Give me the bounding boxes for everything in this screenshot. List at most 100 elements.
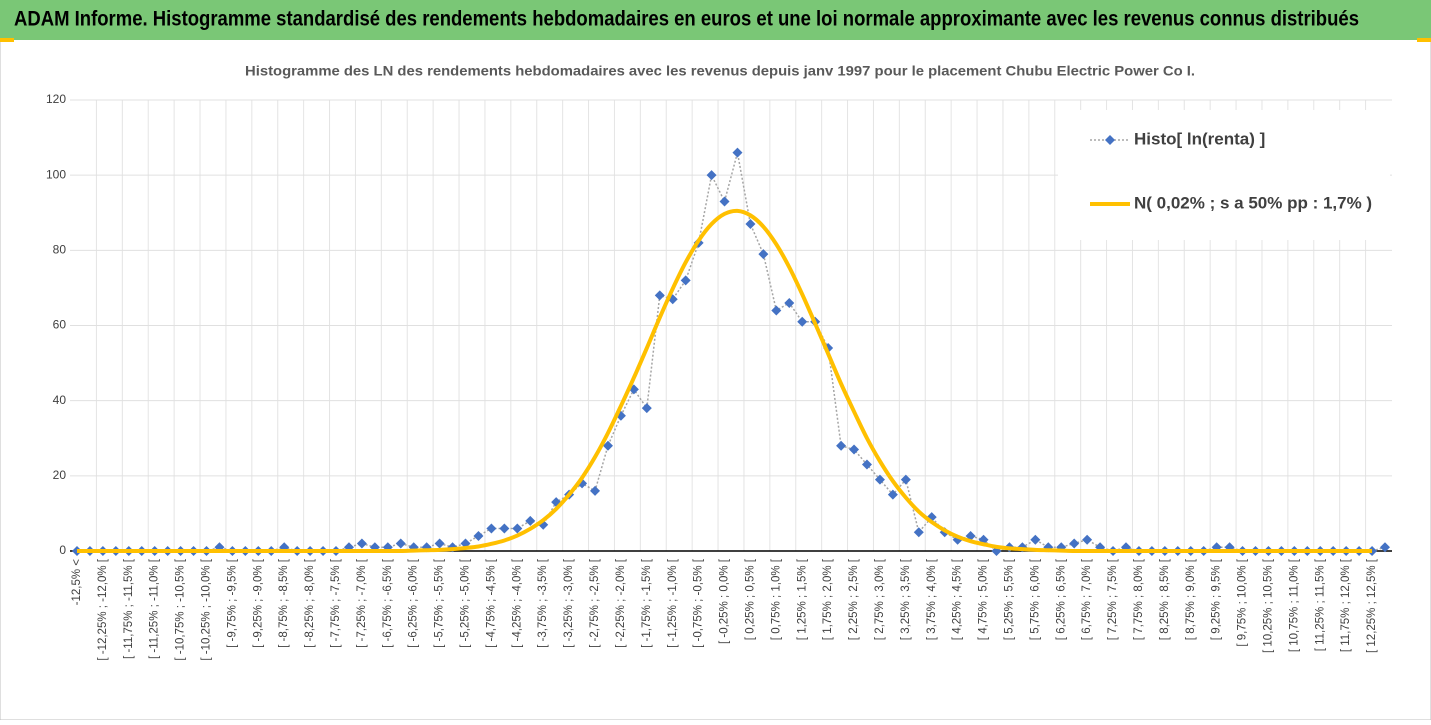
marker <box>784 297 795 308</box>
x-tick-label: [ 5,75% ; 6,0% [ <box>1029 558 1041 640</box>
x-tick-label: [ -7,25% ; -7,0% [ <box>356 558 368 648</box>
x-tick-label: [ 9,25% ; 9,5% [ <box>1211 558 1223 640</box>
x-tick-label: [ 0,25% ; 0,5% [ <box>744 558 756 640</box>
x-tick-label: [ 3,75% ; 4,0% [ <box>926 558 938 640</box>
marker <box>836 440 847 451</box>
x-tick-label: [ 6,75% ; 7,0% [ <box>1081 558 1093 640</box>
marker <box>771 305 782 316</box>
marker <box>874 474 885 485</box>
x-tick-label: [ -12,25% ; -12,0% [ <box>97 558 109 660</box>
x-tick-label: [ -6,25% ; -6,0% [ <box>408 558 420 648</box>
x-tick-label: [ 4,75% ; 5,0% [ <box>978 558 990 640</box>
marker <box>849 444 860 455</box>
x-tick-label: [ 0,75% ; 1,0% [ <box>770 558 782 640</box>
marker <box>654 290 665 301</box>
marker <box>434 538 445 549</box>
marker <box>525 515 536 526</box>
x-tick-label: [ -2,25% ; -2,0% [ <box>615 558 627 648</box>
x-tick-label: [ -1,75% ; -1,5% [ <box>641 558 653 648</box>
x-tick-label: [ -10,75% ; -10,5% [ <box>175 558 187 660</box>
x-tick-label: [ 8,25% ; 8,5% [ <box>1159 558 1171 640</box>
legend-label: N( 0,02% ; s a 50% pp : 1,7% ) <box>1134 193 1372 212</box>
marker <box>861 459 872 470</box>
banner-title: ADAM Informe. Histogramme standardisé de… <box>14 8 1359 31</box>
x-tick-label: [ -0,75% ; -0,5% [ <box>693 558 705 648</box>
y-tick-label: 0 <box>59 543 66 557</box>
marker <box>473 530 484 541</box>
x-tick-label: [ 7,75% ; 8,0% [ <box>1133 558 1145 640</box>
series-line <box>77 208 1373 554</box>
x-tick-label: [ -4,25% ; -4,0% [ <box>511 558 523 648</box>
marker <box>913 527 924 538</box>
marker <box>395 538 406 549</box>
x-tick-label: [ 6,25% ; 6,5% [ <box>1055 558 1067 640</box>
x-tick-label: [ 9,75% ; 10,0% [ <box>1237 558 1249 646</box>
x-tick-label: [ 10,75% ; 11,0% [ <box>1288 558 1300 652</box>
x-tick-label: [ 1,25% ; 1,5% [ <box>796 558 808 640</box>
marker <box>1380 542 1390 553</box>
legend-label: Histo[ ln(renta) ] <box>1134 129 1265 148</box>
marker <box>1069 538 1080 549</box>
x-tick-label: [ -4,75% ; -4,5% [ <box>485 558 497 648</box>
x-tick-label: [ 10,25% ; 10,5% [ <box>1262 558 1274 653</box>
x-tick-label: [ -11,25% ; -11,0% [ <box>149 558 161 659</box>
chart-title: Histogramme des LN des rendements hebdom… <box>245 63 1195 79</box>
y-tick-label: 80 <box>53 243 67 257</box>
x-tick-label: [ 2,75% ; 3,0% [ <box>874 558 886 640</box>
marker <box>758 249 769 260</box>
marker <box>887 489 898 500</box>
x-tick-label: [ -5,25% ; -5,0% [ <box>460 558 472 648</box>
y-tick-label: 40 <box>53 393 67 407</box>
x-tick-label: [ -9,25% ; -9,0% [ <box>252 558 264 648</box>
marker <box>797 316 808 327</box>
marker <box>356 538 367 549</box>
x-tick-label: -12,5% < <box>71 559 83 606</box>
corner <box>0 38 14 42</box>
x-tick-label: [ 1,75% ; 2,0% [ <box>822 558 834 640</box>
x-tick-label: [ -6,75% ; -6,5% [ <box>382 558 394 648</box>
marker <box>602 440 613 451</box>
marker <box>486 523 497 534</box>
x-tick-label: [ -7,75% ; -7,5% [ <box>330 558 342 648</box>
x-tick-label: [ 11,25% ; 11,5% [ <box>1314 558 1326 651</box>
x-tick-label: [ -8,75% ; -8,5% [ <box>278 558 290 648</box>
x-tick-label: [ -8,25% ; -8,0% [ <box>304 558 316 648</box>
marker <box>1030 534 1041 545</box>
x-tick-label: [ -3,75% ; -3,5% [ <box>537 558 549 648</box>
marker <box>680 275 691 286</box>
marker <box>499 523 510 534</box>
x-tick-label: [ 8,75% ; 9,0% [ <box>1185 558 1197 640</box>
marker <box>706 170 717 181</box>
x-tick-label: [ -1,25% ; -1,0% [ <box>667 558 679 648</box>
y-tick-label: 60 <box>53 318 67 332</box>
marker <box>732 147 743 158</box>
x-tick-label: [ -9,75% ; -9,5% [ <box>226 558 238 648</box>
x-tick-label: [ 3,25% ; 3,5% [ <box>900 558 912 640</box>
legend-box <box>1058 110 1390 240</box>
marker <box>641 403 652 414</box>
marker <box>590 485 601 496</box>
marker <box>745 219 756 230</box>
marker <box>900 474 911 485</box>
y-tick-label: 20 <box>53 468 67 482</box>
banner <box>0 0 1431 40</box>
x-tick-label: [ -10,25% ; -10,0% [ <box>201 558 213 660</box>
x-tick-label: [ 4,25% ; 4,5% [ <box>952 558 964 640</box>
x-tick-label: [ -11,75% ; -11,5% [ <box>123 558 135 659</box>
x-tick-label: [ -2,75% ; -2,5% [ <box>589 558 601 648</box>
y-tick-label: 100 <box>46 167 66 181</box>
x-tick-label: [ -5,75% ; -5,5% [ <box>434 558 446 648</box>
x-tick-label: [ 5,25% ; 5,5% [ <box>1003 558 1015 640</box>
marker <box>1082 534 1093 545</box>
x-tick-label: [ 11,75% ; 12,0% [ <box>1340 558 1352 652</box>
y-tick-label: 120 <box>46 92 66 106</box>
x-tick-label: [ -0,25% ; 0,0% [ <box>719 558 731 644</box>
x-tick-label: [ 2,25% ; 2,5% [ <box>848 558 860 640</box>
x-tick-label: [ 12,25% ; 12,5% [ <box>1366 558 1378 653</box>
x-tick-label: [ 7,25% ; 7,5% [ <box>1107 558 1119 640</box>
corner <box>1417 38 1431 42</box>
x-tick-label: [ -3,25% ; -3,0% [ <box>563 558 575 648</box>
legend-marker <box>1105 135 1115 145</box>
